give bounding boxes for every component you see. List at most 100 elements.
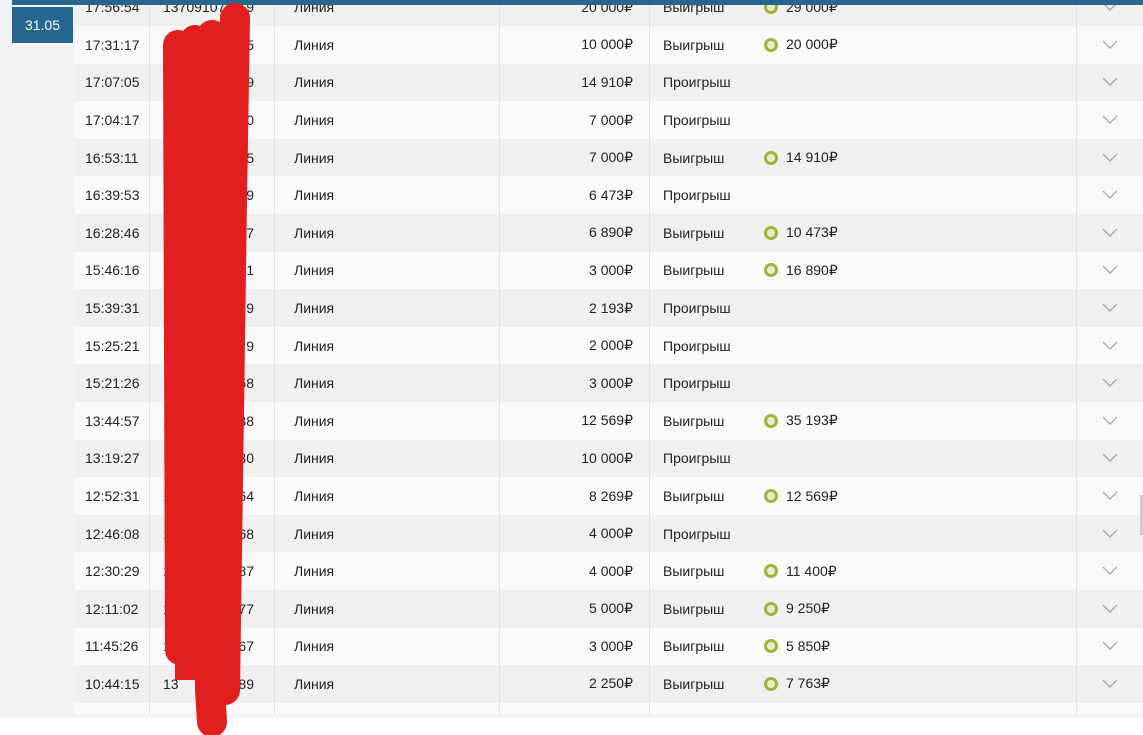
- table-row[interactable]: 17:31:17 5 Линия 10 000₽ Выигрыш 20 000₽: [75, 26, 1143, 64]
- bet-type: Линия: [275, 552, 500, 590]
- expand-row-button[interactable]: [1077, 327, 1143, 365]
- bet-type: Линия: [275, 439, 500, 478]
- expand-row-button[interactable]: [1077, 252, 1143, 290]
- bet-amount: 14 910₽: [500, 63, 650, 102]
- table-row[interactable]: 12:11:02 1 77 Линия 5 000₽ Выигрыш 9 250₽: [75, 590, 1143, 628]
- chevron-down-icon: [1102, 265, 1118, 275]
- coin-icon: [764, 150, 778, 165]
- expand-row-button[interactable]: [1077, 665, 1143, 703]
- table-row[interactable]: 12:30:29 1 87 Линия 4 000₽ Выигрыш 11 400₽: [75, 552, 1143, 590]
- coin-icon: [764, 5, 778, 15]
- bet-type: Линия: [275, 364, 500, 403]
- table-row[interactable]: 13:44:57 1 38 Линия 12 569₽ Выигрыш 35 193…: [75, 402, 1143, 440]
- header-bar: [12, 0, 1143, 5]
- table-row[interactable]: 17:56:54 13709107 9 Линия 20 000₽ Выигрыш…: [75, 5, 1143, 27]
- bet-amount: 5 000₽: [500, 590, 650, 628]
- expand-row-button[interactable]: [1077, 5, 1143, 26]
- expand-row-button[interactable]: [1077, 628, 1143, 666]
- bet-history-table: 17:56:54 13709107 9 Линия 20 000₽ Выигрыш…: [75, 5, 1143, 714]
- coin-icon: [764, 263, 778, 278]
- bet-time: 12:30:29: [75, 552, 150, 590]
- chevron-down-icon: [1102, 566, 1118, 576]
- bet-result: Проигрыш: [650, 326, 1077, 365]
- payout: 14 910₽: [764, 149, 838, 166]
- chevron-down-icon: [1102, 228, 1118, 237]
- expand-row-button[interactable]: [1077, 26, 1143, 64]
- chevron-down-icon: [1102, 604, 1118, 613]
- bet-id: [150, 702, 275, 714]
- expand-row-button[interactable]: [1077, 214, 1143, 252]
- table-row[interactable]: [75, 702, 1143, 714]
- coin-icon: [764, 489, 778, 504]
- chevron-down-icon: [1102, 679, 1118, 688]
- chevron-down-icon: [1103, 5, 1117, 12]
- bet-id: 1 67: [150, 627, 275, 666]
- expand-row-button[interactable]: [1077, 590, 1143, 628]
- scrollbar[interactable]: [1140, 495, 1143, 535]
- table-row[interactable]: 10:44:15 13 89 Линия 2 250₽ Выигрыш 7 763₽: [75, 665, 1143, 703]
- bet-time: 11:45:26: [75, 627, 150, 666]
- bet-type: Линия: [275, 63, 500, 102]
- expand-row-button[interactable]: [1077, 64, 1143, 102]
- bet-result: Выигрыш 7 763₽: [650, 665, 1077, 703]
- chevron-down-icon: [1102, 115, 1118, 125]
- payout: 7 763₽: [764, 675, 830, 692]
- payout: 11 400₽: [764, 563, 837, 580]
- bet-time: 10:44:15: [75, 665, 150, 703]
- table-row[interactable]: 12:52:31 1 64 Линия 8 269₽ Выигрыш 12 569₽: [75, 477, 1143, 515]
- bet-result: Выигрыш 5 850₽: [650, 627, 1077, 666]
- bet-type: [275, 702, 500, 714]
- table-row[interactable]: 11:45:26 1 67 Линия 3 000₽ Выигрыш 5 850₽: [75, 627, 1143, 666]
- expand-row-button[interactable]: [1077, 703, 1143, 714]
- expand-row-button[interactable]: [1077, 552, 1143, 590]
- expand-row-button[interactable]: [1077, 364, 1143, 402]
- bet-type: Линия: [275, 251, 500, 290]
- expand-row-button[interactable]: [1077, 402, 1143, 440]
- bet-result: Проигрыш: [650, 439, 1077, 478]
- chevron-down-icon: [1102, 341, 1118, 350]
- bet-result: Проигрыш: [650, 176, 1077, 215]
- bet-amount: 6 890₽: [500, 214, 650, 252]
- bet-type: Линия: [275, 138, 500, 177]
- expand-row-button[interactable]: [1077, 289, 1143, 327]
- chevron-down-icon: [1102, 153, 1118, 162]
- expand-row-button[interactable]: [1077, 440, 1143, 478]
- expand-row-button[interactable]: [1077, 101, 1143, 139]
- expand-row-button[interactable]: [1077, 139, 1143, 177]
- bet-time: 15:21:26: [75, 364, 150, 403]
- table-row[interactable]: 15:21:26 1 58 Линия 3 000₽ Проигрыш: [75, 364, 1143, 403]
- payout: 5 850₽: [764, 638, 830, 655]
- bet-result: Выигрыш 9 250₽: [650, 590, 1077, 628]
- bet-time: 17:07:05: [75, 63, 150, 102]
- expand-row-button[interactable]: [1077, 477, 1143, 515]
- payout: 20 000₽: [764, 36, 838, 53]
- bet-amount: 4 000₽: [500, 552, 650, 590]
- table-row[interactable]: 13:19:27 1 30 Линия 10 000₽ Проигрыш: [75, 439, 1143, 478]
- bet-result: Выигрыш 29 000₽: [650, 5, 1077, 27]
- coin-icon: [764, 225, 778, 240]
- bet-time: 16:53:11: [75, 138, 150, 177]
- bet-amount: 2 193₽: [500, 289, 650, 327]
- payout: 9 250₽: [764, 600, 830, 617]
- bet-time: 16:28:46: [75, 214, 150, 252]
- payout: 10 473₽: [764, 224, 838, 241]
- payout: 16 890₽: [764, 262, 838, 279]
- table-row[interactable]: 12:46:08 1 68 Линия 4 000₽ Проигрыш: [75, 514, 1143, 553]
- expand-row-button[interactable]: [1077, 515, 1143, 553]
- bet-time: 17:31:17: [75, 26, 150, 64]
- chevron-down-icon: [1102, 303, 1118, 313]
- bet-id: 13709107 9: [150, 5, 275, 27]
- bet-result: Проигрыш: [650, 364, 1077, 403]
- expand-row-button[interactable]: [1077, 176, 1143, 214]
